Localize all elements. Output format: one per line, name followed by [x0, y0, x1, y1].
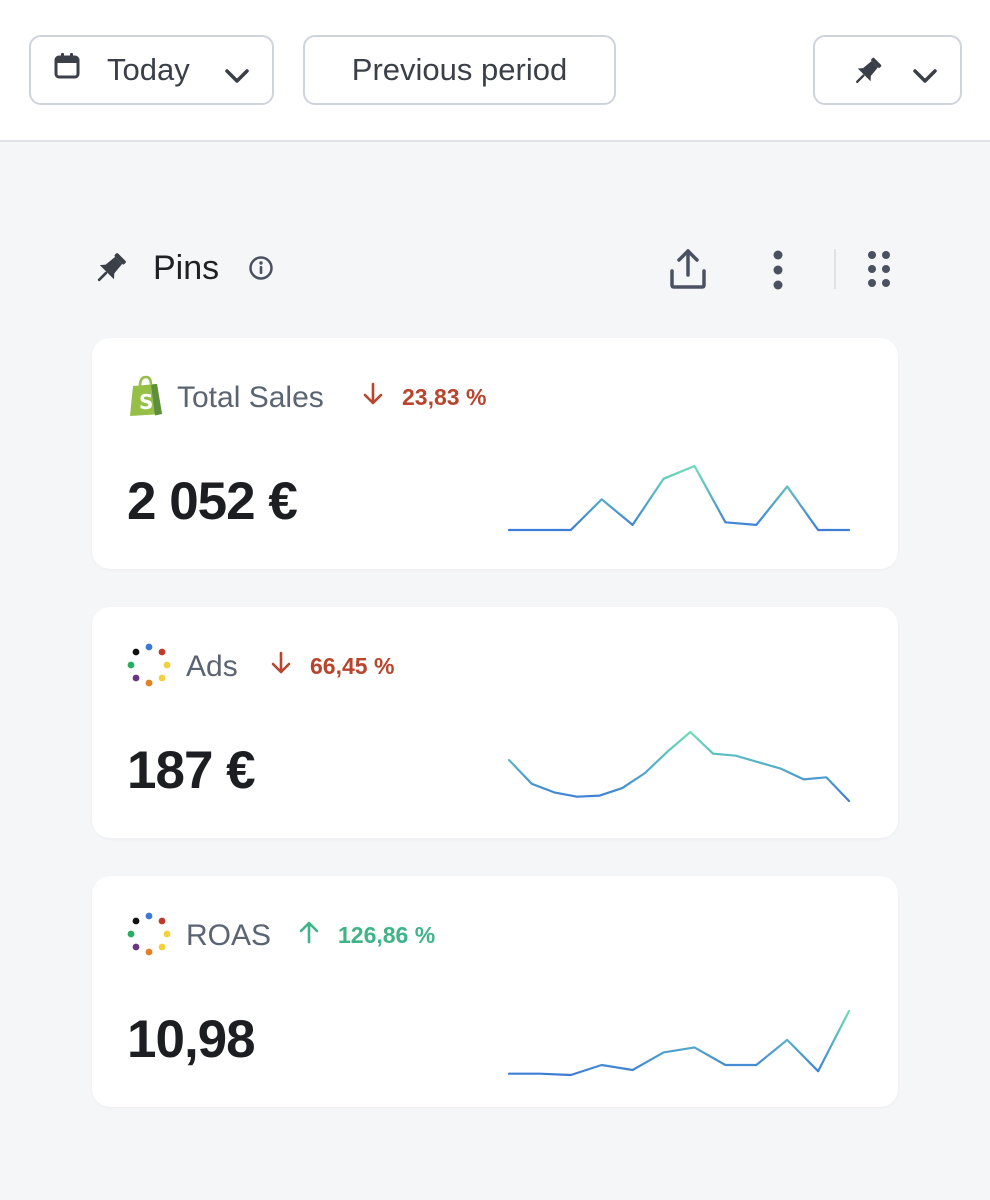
metric-title: ROAS: [186, 919, 272, 952]
metric-title: Total Sales: [177, 381, 324, 414]
share-export-icon[interactable]: [668, 247, 708, 296]
pins-section-header: Pins: [90, 245, 900, 295]
metric-title: Ads: [186, 650, 238, 683]
section-title: Pins: [153, 249, 220, 287]
trend-value: 23,83 %: [402, 383, 487, 410]
trend-badge: 66,45 %: [270, 651, 394, 681]
metric-card-ads[interactable]: Ads 66,45 % 187 €: [92, 607, 898, 838]
metric-value: 2 052 €: [127, 472, 298, 531]
pin-icon: [90, 249, 130, 294]
sparkline-series: [507, 464, 851, 532]
trend-value: 66,45 %: [310, 652, 395, 679]
sparkline-chart: [507, 1009, 851, 1077]
metric-card-roas[interactable]: ROAS 126,86 % 10,98: [92, 876, 898, 1107]
arrow-down-icon: [270, 651, 292, 681]
more-options-icon[interactable]: [768, 249, 788, 296]
arrow-up-icon: [298, 920, 320, 950]
colored-dots-icon: [127, 912, 171, 961]
metric-value: 10,98: [127, 1010, 256, 1069]
sparkline-chart: [507, 464, 851, 532]
date-range-dropdown[interactable]: Today: [29, 35, 274, 105]
calendar-icon: [53, 52, 81, 88]
sparkline-series: [507, 730, 851, 803]
metric-card-total-sales[interactable]: S Total Sales 23,83 % 2 052 €: [92, 338, 898, 569]
sparkline-series: [507, 1009, 851, 1077]
divider: [834, 249, 836, 289]
pin-menu-dropdown[interactable]: [813, 35, 962, 105]
compare-period-button[interactable]: Previous period: [303, 35, 616, 105]
trend-value: 126,86 %: [338, 921, 436, 948]
chevron-down-icon: [912, 59, 938, 95]
metric-value: 187 €: [127, 741, 256, 800]
info-icon[interactable]: [248, 255, 274, 286]
shopify-bag-icon: S: [127, 374, 165, 423]
compare-period-label: Previous period: [351, 52, 568, 87]
colored-dots-icon: [127, 643, 171, 692]
arrow-down-icon: [362, 382, 384, 412]
drag-handle-icon[interactable]: [866, 249, 892, 294]
sparkline-chart: [507, 730, 851, 803]
top-toolbar: Today Previous period: [0, 0, 990, 142]
date-range-label: Today: [107, 52, 190, 87]
svg-text:S: S: [139, 390, 153, 414]
trend-badge: 126,86 %: [298, 920, 435, 950]
chevron-down-icon: [224, 59, 250, 95]
trend-badge: 23,83 %: [362, 382, 486, 412]
pin-icon: [849, 54, 885, 98]
